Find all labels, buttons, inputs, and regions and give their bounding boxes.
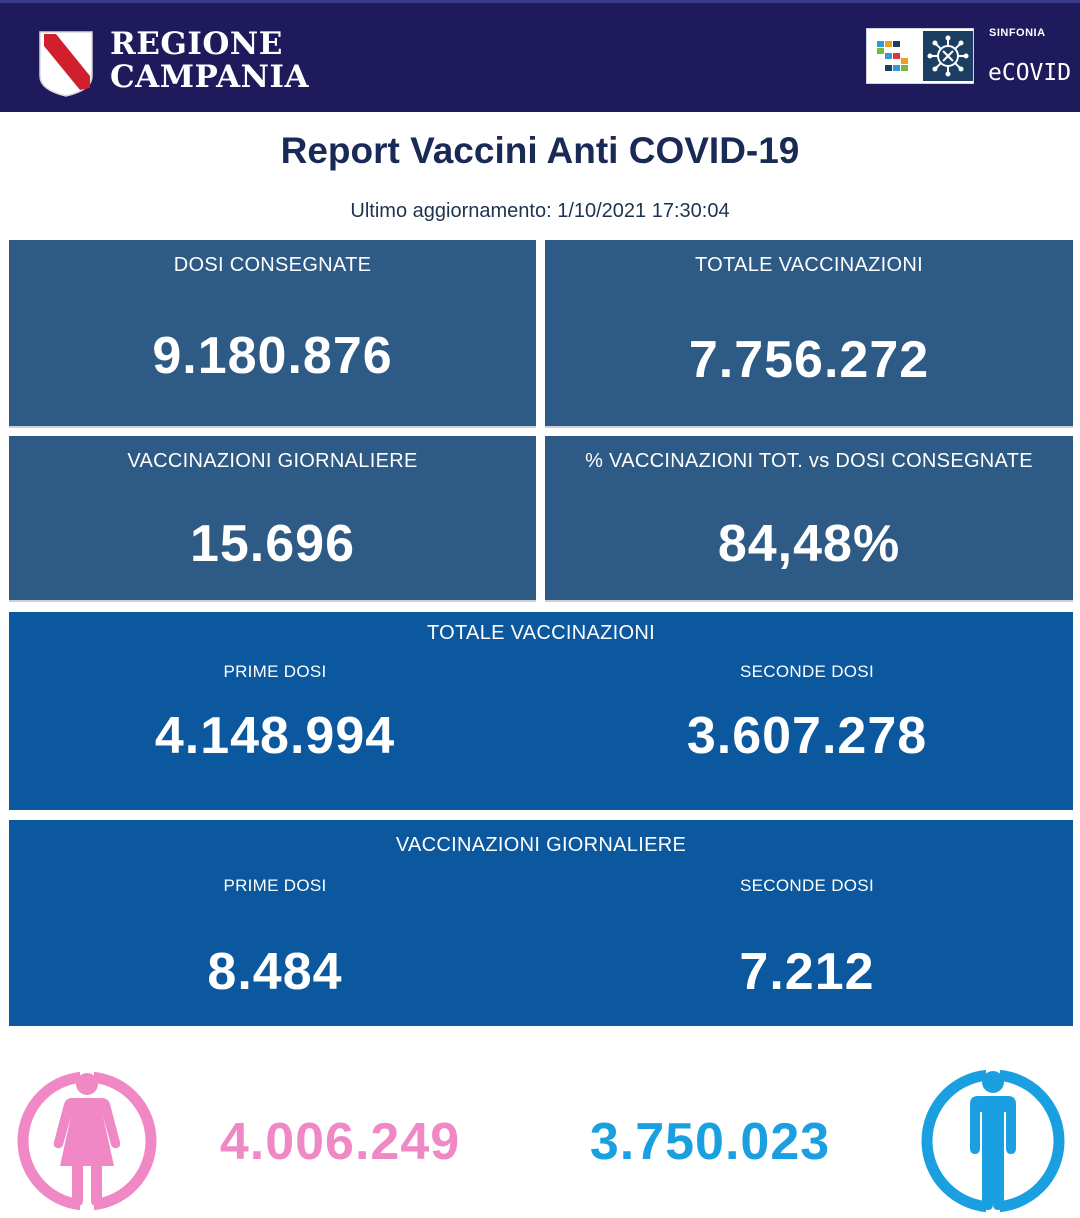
last-updated: Ultimo aggiornamento: 1/10/2021 17:30:04 xyxy=(350,200,730,222)
prime-dosi-label: PRIME DOSI xyxy=(223,662,327,681)
card-label: % VACCINAZIONI TOT. vs DOSI CONSEGNATE xyxy=(585,450,1033,472)
brand-line-1: REGIONE xyxy=(110,26,283,62)
brand-line-2: CAMPANIA xyxy=(110,59,310,95)
totale-vaccinazioni-band: TOTALE VACCINAZIONI PRIME DOSI SECONDE D… xyxy=(9,612,1073,810)
card-vaccinazioni-giornaliere: VACCINAZIONI GIORNALIERE 15.696 xyxy=(9,436,536,602)
card-totale-vaccinazioni: TOTALE VACCINAZIONI 7.756.272 xyxy=(545,240,1073,428)
female-vaccinated-value: 4.006.249 xyxy=(219,1113,461,1171)
sinfonia-s-icon xyxy=(877,41,908,71)
seconde-dosi-value: 3.607.278 xyxy=(686,707,928,765)
regione-crest-icon xyxy=(39,31,93,97)
card-value: 84,48% xyxy=(717,515,901,573)
prime-dosi-value: 8.484 xyxy=(207,943,343,1001)
header-bar: REGIONE CAMPANIA xyxy=(0,0,1080,112)
seconde-dosi-label: SECONDE DOSI xyxy=(740,662,874,681)
male-vaccinated-value: 3.750.023 xyxy=(589,1113,831,1171)
brand-name: REGIONE CAMPANIA xyxy=(110,28,309,94)
seconde-dosi-label: SECONDE DOSI xyxy=(740,876,874,895)
band-label: VACCINAZIONI GIORNALIERE xyxy=(395,834,687,856)
male-icon xyxy=(921,1069,1065,1213)
card-value: 15.696 xyxy=(189,515,356,573)
virus-icon-box xyxy=(923,31,973,81)
sinfonia-label: SINFONIA xyxy=(989,27,1046,39)
card-value: 7.756.272 xyxy=(688,331,930,389)
virus-icon xyxy=(927,35,969,77)
sinfonia-logo xyxy=(866,28,974,84)
prime-dosi-label: PRIME DOSI xyxy=(223,876,327,895)
card-dosi-consegnate: DOSI CONSEGNATE 9.180.876 xyxy=(9,240,536,428)
card-percentuale: % VACCINAZIONI TOT. vs DOSI CONSEGNATE 8… xyxy=(545,436,1073,602)
card-label: DOSI CONSEGNATE xyxy=(173,254,372,276)
card-label: VACCINAZIONI GIORNALIERE xyxy=(127,450,418,472)
band-label: TOTALE VACCINAZIONI xyxy=(427,622,655,644)
card-label: TOTALE VACCINAZIONI xyxy=(695,254,923,276)
ecovid-label: eCOVID xyxy=(988,60,1072,86)
vaccinazioni-giornaliere-band: VACCINAZIONI GIORNALIERE PRIME DOSI SECO… xyxy=(9,820,1073,1026)
seconde-dosi-value: 7.212 xyxy=(739,943,875,1001)
female-icon xyxy=(17,1071,157,1211)
prime-dosi-value: 4.148.994 xyxy=(154,707,396,765)
card-value: 9.180.876 xyxy=(152,327,393,385)
page-title: Report Vaccini Anti COVID-19 xyxy=(280,130,800,171)
